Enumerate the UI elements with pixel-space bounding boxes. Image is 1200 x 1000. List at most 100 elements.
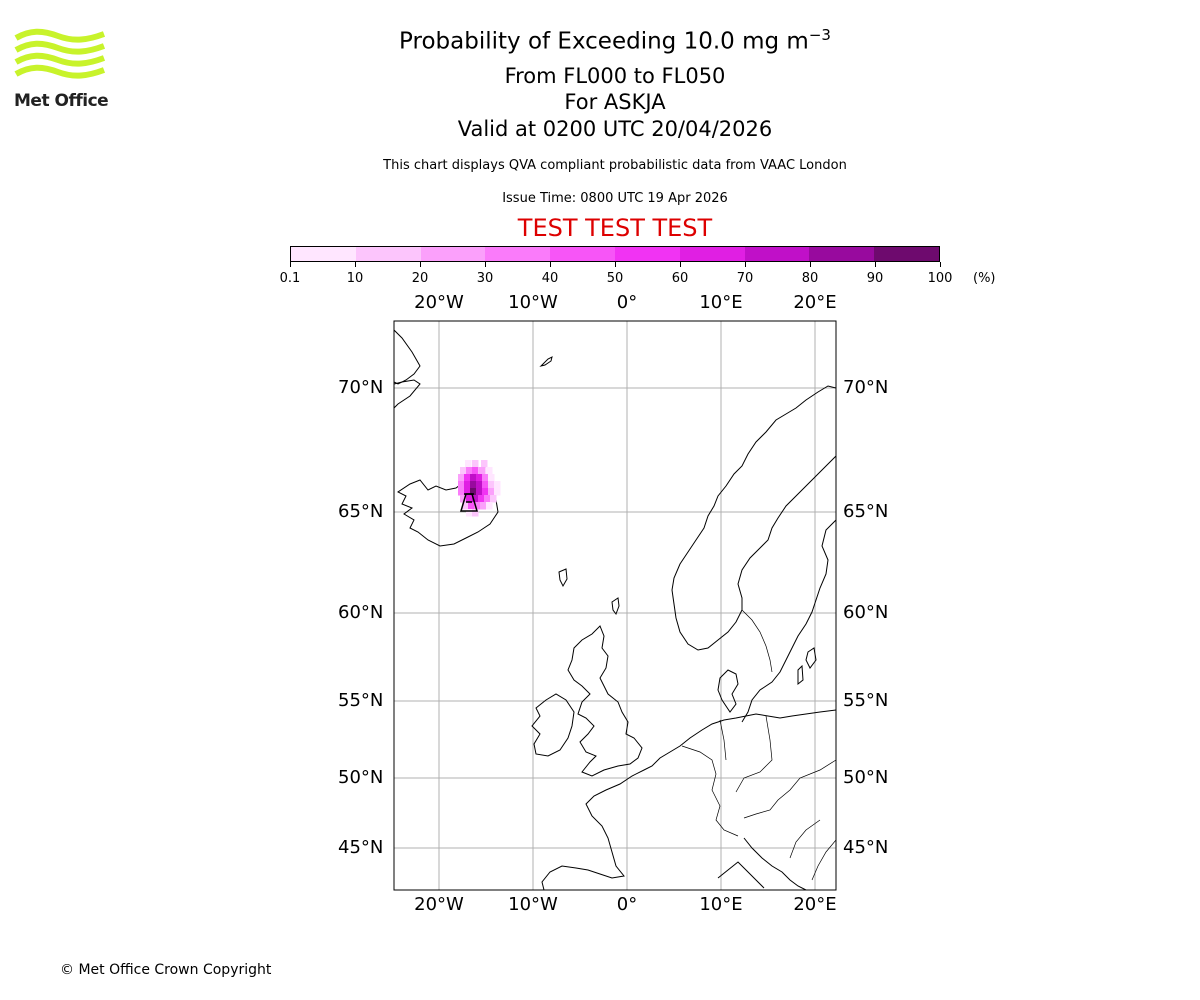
colorbar-tick [744, 262, 746, 267]
ash-cell [472, 495, 479, 503]
ash-cell [484, 495, 491, 503]
copyright-notice: © Met Office Crown Copyright [60, 962, 272, 978]
ash-cell [482, 488, 489, 496]
greenland-coast [394, 329, 421, 385]
colorbar-tick-label: 10 [346, 271, 364, 286]
colorbar-tick [874, 262, 876, 267]
ash-cell [488, 488, 495, 496]
graticule [394, 321, 836, 890]
colorbar-tick-label: 20 [411, 271, 429, 286]
faroe-islands [558, 568, 568, 588]
chart-description: This chart displays QVA compliant probab… [383, 158, 847, 173]
longitude-label-bottom: 0° [616, 894, 638, 915]
ash-cell [460, 467, 467, 475]
ash-cell [488, 474, 495, 482]
ash-cell [466, 467, 473, 475]
ash-cell [470, 474, 477, 482]
volcano-name: For ASKJA [564, 90, 666, 114]
colorbar-segment-9 [874, 247, 939, 261]
ash-cell [470, 481, 477, 489]
ash-cell [468, 502, 475, 510]
latitude-label-right: 65°N [843, 501, 889, 522]
latitude-label-left: 65°N [338, 501, 384, 522]
ash-probability-field [458, 460, 501, 517]
coastlines [394, 329, 836, 890]
logo-text: Met Office [14, 91, 109, 111]
longitude-label-top: 10°E [699, 292, 743, 313]
ash-cell [482, 481, 489, 489]
jan-mayen [539, 356, 553, 367]
colorbar-tick-label: 80 [801, 271, 819, 286]
ash-cell [466, 495, 473, 503]
colorbar-segment-4 [550, 247, 615, 261]
ash-cell [476, 474, 483, 482]
colorbar-tick-label: 60 [671, 271, 689, 286]
colorbar-tick-label: 0.1 [279, 271, 301, 286]
colorbar-segment-5 [614, 247, 680, 261]
longitude-label-top: 0° [616, 292, 638, 313]
colorbar-tick [614, 262, 616, 267]
ash-cell [482, 474, 489, 482]
volcano-marker-icon [459, 493, 479, 512]
met-office-logo-icon [14, 28, 106, 79]
colorbar-tick-label: 100 [927, 271, 953, 286]
ash-cell [479, 467, 486, 475]
colorbar-segment-1 [355, 247, 421, 261]
italy-coast [717, 861, 765, 889]
ash-cell [494, 488, 501, 496]
colorbar-segment-3 [485, 247, 551, 261]
colorbar-tick-label: 50 [606, 271, 624, 286]
norway-coast [671, 385, 836, 651]
ash-cell [488, 481, 495, 489]
probability-colorbar [290, 246, 940, 262]
colorbar-tick-label: 90 [866, 271, 884, 286]
latitude-label-right: 70°N [843, 377, 889, 398]
ash-cell [458, 474, 465, 482]
colorbar-tick [809, 262, 811, 267]
longitude-label-bottom: 20°W [414, 894, 464, 915]
ash-cell [462, 502, 469, 510]
ash-cell [476, 488, 483, 496]
shetland [611, 597, 620, 616]
ash-cell [464, 474, 471, 482]
ash-cell [458, 488, 465, 496]
colorbar-tick [354, 262, 356, 267]
ash-cell [465, 460, 472, 468]
latitude-label-left: 55°N [338, 690, 384, 711]
europe-mainland-coast [541, 709, 836, 890]
ash-cell [490, 495, 497, 503]
latitude-label-left: 70°N [338, 377, 384, 398]
adriatic-coast [743, 837, 807, 890]
colorbar-segment-6 [679, 247, 745, 261]
longitude-label-top: 20°E [793, 292, 837, 313]
colorbar-tick [679, 262, 681, 267]
ash-cell [476, 481, 483, 489]
iceland-coast [397, 479, 499, 547]
colorbar-unit: (%) [973, 271, 996, 286]
colorbar-segment-8 [809, 247, 875, 261]
ash-cell [481, 460, 488, 468]
denmark-coast [717, 669, 739, 713]
colorbar-tick [549, 262, 551, 267]
ash-cell [464, 481, 471, 489]
ash-cell [480, 502, 487, 510]
colorbar-tick [419, 262, 421, 267]
colorbar-segment-2 [420, 247, 486, 261]
colorbar-tick-label: 40 [541, 271, 559, 286]
ash-cell [472, 460, 479, 468]
longitude-label-top: 10°W [508, 292, 558, 313]
longitude-label-bottom: 10°E [699, 894, 743, 915]
latitude-label-left: 45°N [338, 837, 384, 858]
oland [797, 664, 804, 686]
colorbar-tick [939, 262, 941, 267]
colorbar-tick [484, 262, 486, 267]
sweden-coast [741, 519, 836, 723]
longitude-label-bottom: 20°E [793, 894, 837, 915]
great-britain-coast [567, 625, 643, 777]
longitude-label-top: 20°W [414, 292, 464, 313]
flight-level-range: From FL000 to FL050 [504, 64, 726, 88]
ash-cell [472, 467, 479, 475]
ash-cell [460, 495, 467, 503]
latitude-label-right: 55°N [843, 690, 889, 711]
colorbar-segment-0 [291, 247, 356, 261]
